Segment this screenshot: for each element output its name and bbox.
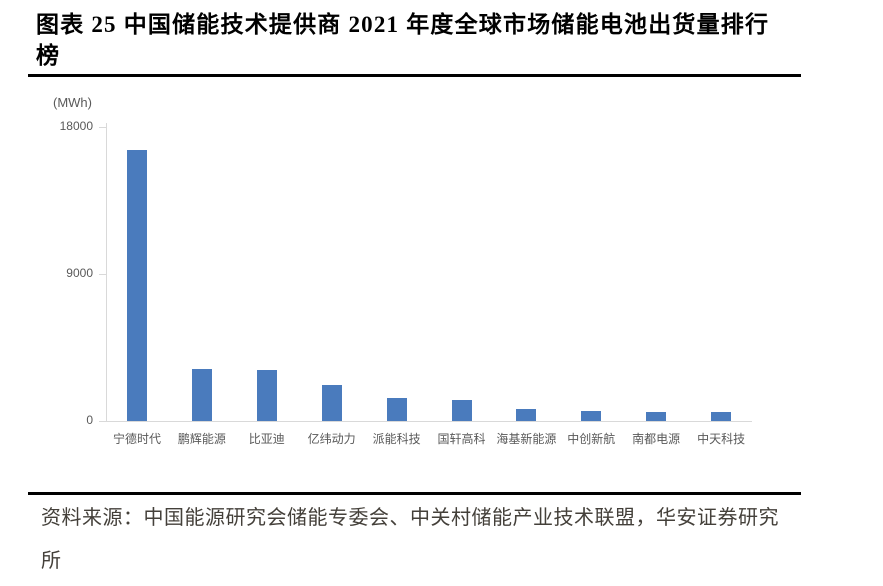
bar (581, 411, 602, 421)
category-label: 国轩高科 (437, 432, 486, 446)
bar (321, 385, 342, 421)
category-label: 鹏辉能源 (177, 432, 226, 446)
category-label: 南都电源 (632, 432, 681, 446)
y-axis-unit-label: (MWh) (53, 95, 92, 110)
source-note: 资料来源：中国能源研究会储能专委会、中关村储能产业技术联盟，华安证券研究 所 (41, 497, 851, 583)
source-divider (28, 492, 801, 495)
source-note-line2: 所 (41, 550, 62, 572)
source-note-line1: 资料来源：中国能源研究会储能专委会、中关村储能产业技术联盟，华安证券研究 (41, 507, 779, 529)
y-tick-mark (99, 127, 106, 128)
bar-chart: (MWh) 0 9000 18000 宁德时代 鹏辉能源 比亚迪 亿纬动力 派能科技 国轩高科海… (33, 90, 843, 460)
category-label: 宁德时代 (112, 432, 161, 446)
bar (256, 370, 277, 421)
category-label: 派能科技 (372, 432, 421, 446)
category-label: 中天科技 (697, 432, 746, 446)
category-label: 海基新能源 (496, 432, 557, 446)
bar (127, 150, 147, 421)
y-axis-line (106, 123, 107, 421)
category-label: 中创新航 (567, 432, 616, 446)
y-tick-label: 9000 (66, 266, 93, 280)
category-label: 亿纬动力 (307, 432, 356, 446)
bar (451, 400, 472, 421)
title-divider (28, 74, 801, 77)
bar (386, 398, 407, 421)
y-tick-label: 18000 (59, 119, 93, 133)
y-tick-label: 0 (86, 413, 93, 427)
y-tick-mark (99, 274, 106, 275)
y-tick-mark (99, 421, 106, 422)
category-label: 比亚迪 (248, 432, 285, 446)
bar (191, 369, 212, 421)
figure-title-line1: 图表 25 中国储能技术提供商 2021 年度全球市场储能电池出货量排行 (36, 12, 770, 37)
bar (711, 412, 732, 421)
bar (516, 409, 537, 421)
figure-title-line2: 榜 (36, 43, 61, 68)
x-axis-line (106, 421, 752, 422)
bar (646, 412, 667, 421)
plot-area: 0 9000 18000 宁德时代 鹏辉能源 比亚迪 亿纬动力 派能科技 国轩高科 海基新能源 中创… (33, 90, 843, 460)
figure-title: 图表 25 中国储能技术提供商 2021 年度全球市场储能电池出货量排行 榜 (36, 9, 836, 71)
